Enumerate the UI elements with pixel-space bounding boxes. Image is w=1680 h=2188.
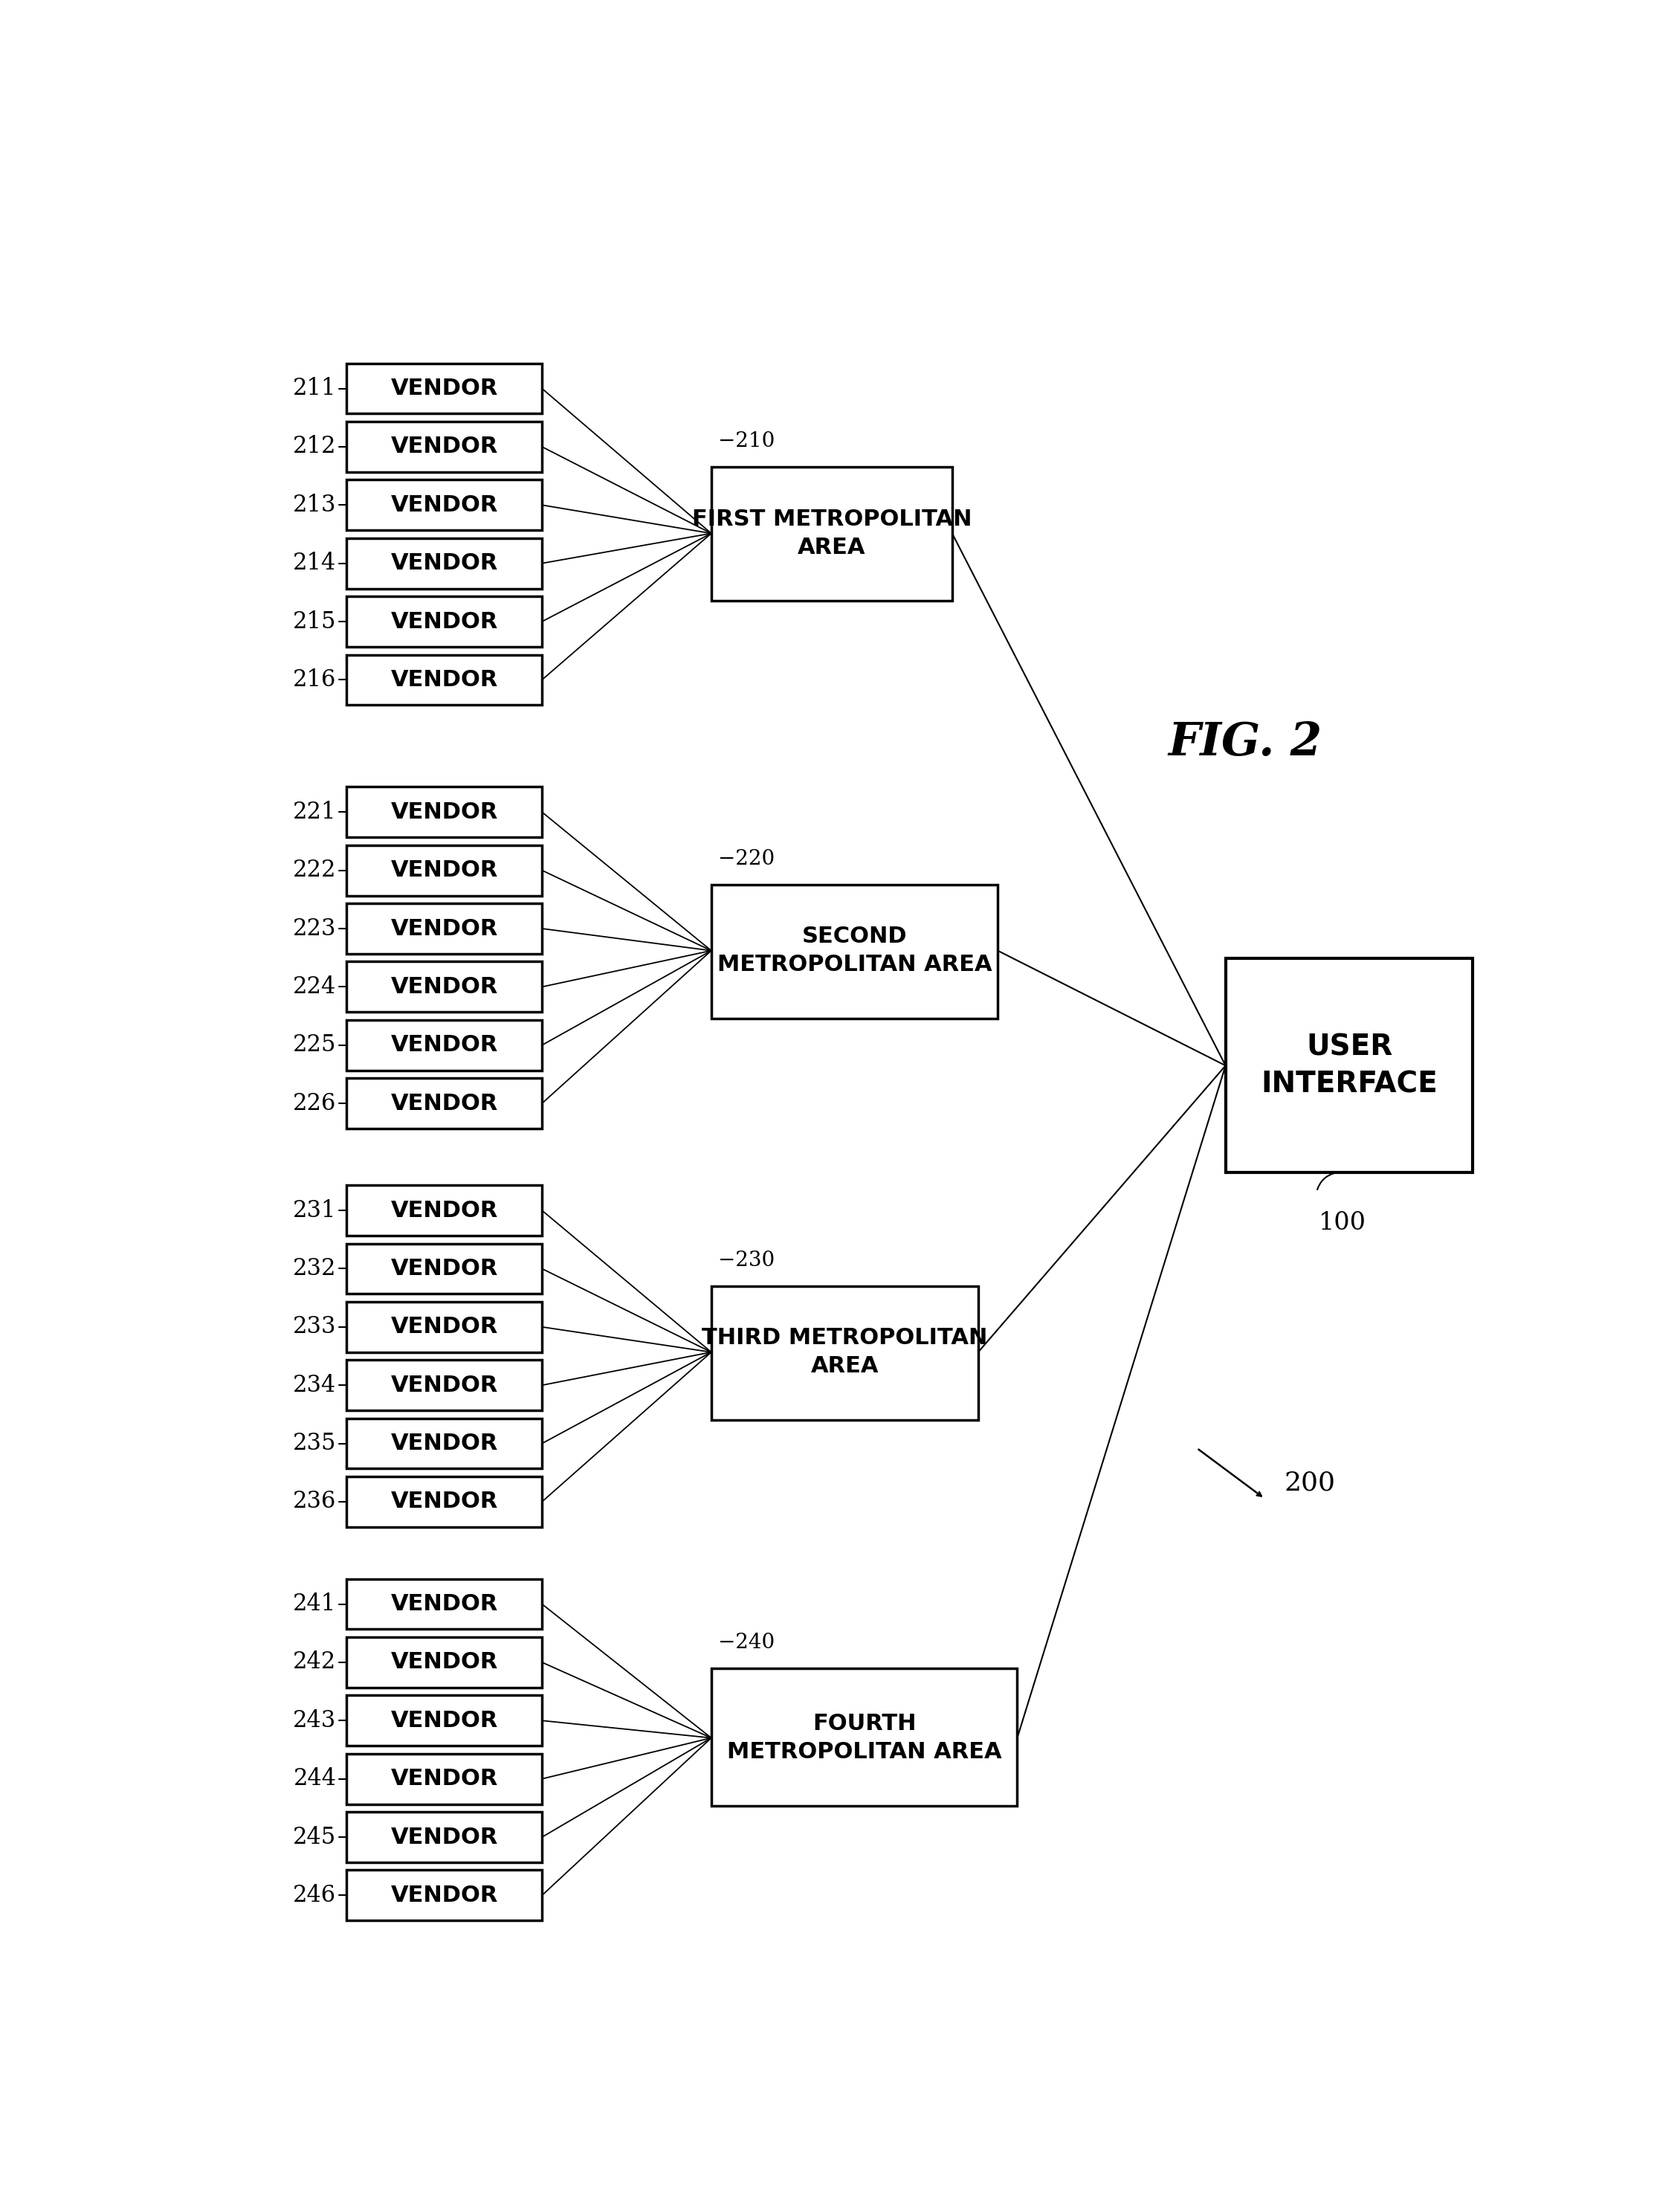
Text: THIRD METROPOLITAN
AREA: THIRD METROPOLITAN AREA bbox=[702, 1328, 988, 1376]
Text: −210: −210 bbox=[717, 431, 774, 451]
Text: FOURTH
METROPOLITAN AREA: FOURTH METROPOLITAN AREA bbox=[727, 1713, 1001, 1764]
Text: 236: 236 bbox=[292, 1490, 336, 1514]
Text: 246: 246 bbox=[292, 1884, 336, 1908]
FancyBboxPatch shape bbox=[346, 963, 543, 1013]
Text: VENDOR: VENDOR bbox=[391, 1317, 497, 1337]
Text: VENDOR: VENDOR bbox=[391, 860, 497, 882]
FancyBboxPatch shape bbox=[346, 1580, 543, 1630]
FancyBboxPatch shape bbox=[346, 845, 543, 895]
Text: −240: −240 bbox=[717, 1632, 774, 1652]
Text: 223: 223 bbox=[292, 917, 336, 941]
Text: VENDOR: VENDOR bbox=[391, 379, 497, 398]
Text: VENDOR: VENDOR bbox=[391, 976, 497, 998]
Text: 222: 222 bbox=[292, 860, 336, 882]
Text: VENDOR: VENDOR bbox=[391, 1593, 497, 1615]
FancyBboxPatch shape bbox=[711, 1669, 1018, 1805]
FancyBboxPatch shape bbox=[346, 1361, 543, 1411]
FancyBboxPatch shape bbox=[346, 1020, 543, 1070]
Text: VENDOR: VENDOR bbox=[391, 1092, 497, 1114]
FancyBboxPatch shape bbox=[711, 468, 953, 602]
FancyBboxPatch shape bbox=[346, 1418, 543, 1468]
Text: 243: 243 bbox=[292, 1709, 336, 1733]
Text: FIRST METROPOLITAN
AREA: FIRST METROPOLITAN AREA bbox=[692, 508, 971, 558]
Text: −220: −220 bbox=[717, 849, 774, 869]
Text: VENDOR: VENDOR bbox=[391, 1490, 497, 1512]
Text: −230: −230 bbox=[717, 1249, 774, 1271]
Text: 233: 233 bbox=[292, 1315, 336, 1339]
Text: VENDOR: VENDOR bbox=[391, 917, 497, 939]
Text: 213: 213 bbox=[292, 494, 336, 516]
Text: 225: 225 bbox=[292, 1033, 336, 1057]
Text: 244: 244 bbox=[294, 1768, 336, 1790]
Text: 231: 231 bbox=[292, 1199, 336, 1221]
Text: 221: 221 bbox=[292, 801, 336, 823]
Text: 235: 235 bbox=[292, 1431, 336, 1455]
Text: VENDOR: VENDOR bbox=[391, 670, 497, 691]
Text: VENDOR: VENDOR bbox=[391, 1884, 497, 1906]
FancyBboxPatch shape bbox=[346, 363, 543, 414]
Text: VENDOR: VENDOR bbox=[391, 1374, 497, 1396]
FancyBboxPatch shape bbox=[346, 538, 543, 589]
Text: 100: 100 bbox=[1319, 1212, 1366, 1234]
Text: VENDOR: VENDOR bbox=[391, 494, 497, 516]
Text: VENDOR: VENDOR bbox=[391, 435, 497, 457]
Text: 215: 215 bbox=[292, 610, 336, 632]
Text: 226: 226 bbox=[292, 1092, 336, 1116]
Text: 216: 216 bbox=[292, 667, 336, 691]
FancyBboxPatch shape bbox=[711, 884, 998, 1017]
Text: VENDOR: VENDOR bbox=[391, 1433, 497, 1455]
FancyBboxPatch shape bbox=[346, 904, 543, 954]
FancyBboxPatch shape bbox=[711, 1287, 978, 1420]
Text: USER
INTERFACE: USER INTERFACE bbox=[1262, 1033, 1438, 1098]
Text: 234: 234 bbox=[292, 1374, 336, 1396]
FancyBboxPatch shape bbox=[346, 1812, 543, 1862]
Text: 212: 212 bbox=[292, 435, 336, 457]
Text: 200: 200 bbox=[1284, 1470, 1336, 1494]
Text: FIG. 2: FIG. 2 bbox=[1168, 720, 1322, 766]
Text: 242: 242 bbox=[292, 1650, 336, 1674]
Text: 245: 245 bbox=[292, 1825, 336, 1849]
Text: 211: 211 bbox=[292, 376, 336, 400]
Text: VENDOR: VENDOR bbox=[391, 610, 497, 632]
FancyBboxPatch shape bbox=[346, 1186, 543, 1236]
Text: SECOND
METROPOLITAN AREA: SECOND METROPOLITAN AREA bbox=[717, 926, 991, 976]
FancyBboxPatch shape bbox=[346, 1696, 543, 1746]
Text: VENDOR: VENDOR bbox=[391, 1768, 497, 1790]
FancyBboxPatch shape bbox=[346, 597, 543, 648]
FancyBboxPatch shape bbox=[346, 479, 543, 529]
Text: 241: 241 bbox=[292, 1593, 336, 1615]
Text: 214: 214 bbox=[292, 551, 336, 575]
Text: VENDOR: VENDOR bbox=[391, 1199, 497, 1221]
Text: VENDOR: VENDOR bbox=[391, 1709, 497, 1731]
Text: VENDOR: VENDOR bbox=[391, 801, 497, 823]
Text: 224: 224 bbox=[292, 976, 336, 998]
Text: VENDOR: VENDOR bbox=[391, 554, 497, 573]
FancyBboxPatch shape bbox=[346, 1302, 543, 1352]
Text: VENDOR: VENDOR bbox=[391, 1258, 497, 1280]
FancyBboxPatch shape bbox=[346, 1753, 543, 1805]
Text: VENDOR: VENDOR bbox=[391, 1652, 497, 1674]
FancyBboxPatch shape bbox=[346, 1079, 543, 1129]
FancyBboxPatch shape bbox=[346, 1637, 543, 1687]
Text: VENDOR: VENDOR bbox=[391, 1035, 497, 1057]
FancyBboxPatch shape bbox=[346, 1477, 543, 1527]
FancyBboxPatch shape bbox=[346, 788, 543, 838]
FancyBboxPatch shape bbox=[346, 422, 543, 473]
FancyBboxPatch shape bbox=[346, 1243, 543, 1293]
Text: 232: 232 bbox=[292, 1258, 336, 1280]
FancyBboxPatch shape bbox=[1226, 958, 1473, 1173]
Text: VENDOR: VENDOR bbox=[391, 1827, 497, 1849]
FancyBboxPatch shape bbox=[346, 1871, 543, 1921]
FancyBboxPatch shape bbox=[346, 654, 543, 705]
